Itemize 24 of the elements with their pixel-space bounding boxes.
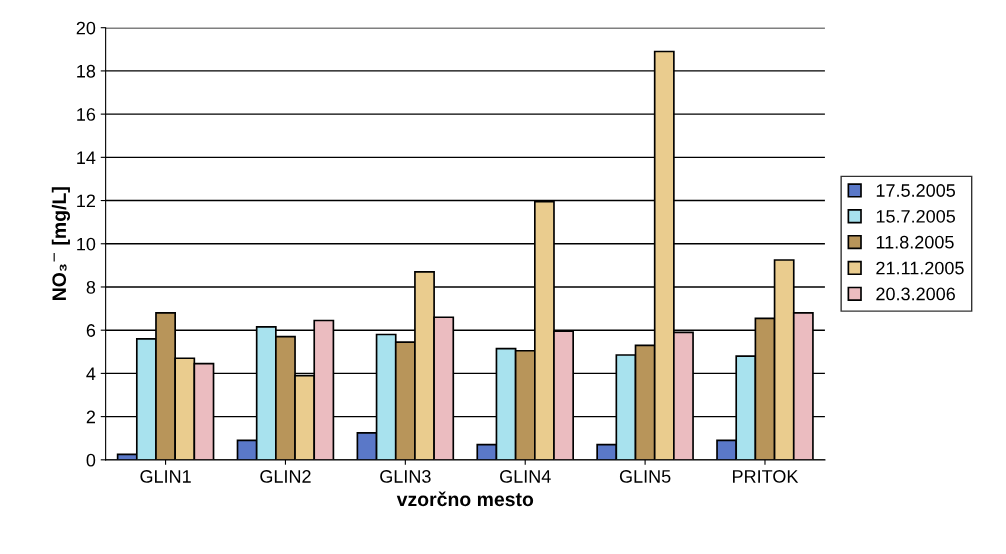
x-tick-label: GLIN4: [500, 470, 551, 483]
y-axis-title: NO₃$^{−}$ [mg/L]: [51, 187, 71, 301]
y-tick-label: 16: [77, 108, 96, 121]
x-tick-label: GLIN1: [140, 470, 191, 483]
y-tick-label: 14: [77, 151, 96, 164]
y-tick-label: 6: [86, 324, 96, 337]
x-tick-label: PRITOK: [733, 470, 799, 483]
legend-label: 17.5.2005: [876, 184, 956, 197]
y-tick-label: 4: [86, 367, 96, 380]
y-tick-label: 0: [86, 453, 96, 467]
y-tick-label: 10: [77, 237, 96, 251]
x-tick-label: GLIN5: [619, 470, 671, 483]
x-axis-title: vzorčno mesto: [396, 491, 534, 507]
y-tick-label: 18: [77, 64, 96, 78]
legend-label: 20.3.2006: [876, 287, 955, 301]
x-tick-label: GLIN2: [260, 470, 311, 483]
y-tick-label: 8: [86, 280, 96, 294]
x-tick-label: GLIN3: [380, 470, 431, 483]
legend-label: 15.7.2005: [876, 209, 956, 223]
y-tick-label: 12: [77, 194, 95, 208]
legend-label: 21.11.2005: [876, 261, 964, 275]
legend-label: 11.8.2005: [876, 235, 954, 249]
y-tick-label: 20: [76, 21, 96, 35]
y-tick-label: 2: [86, 410, 95, 424]
